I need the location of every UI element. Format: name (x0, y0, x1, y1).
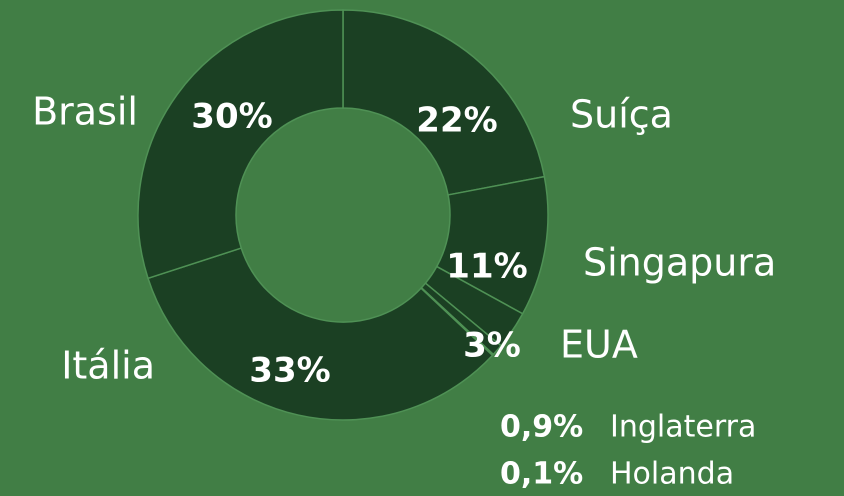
category-label: Suíça (570, 93, 673, 137)
category-label: Itália (61, 344, 155, 388)
slice (137, 9, 344, 280)
value-label: 11% (446, 247, 527, 287)
category-label: Brasil (32, 90, 138, 134)
value-label: 0,1% (500, 457, 583, 492)
category-label: Singapura (583, 241, 776, 285)
slice (342, 9, 546, 196)
category-label: Holanda (610, 457, 734, 492)
value-label: 22% (416, 101, 497, 141)
slice (147, 247, 494, 421)
value-label: 0,9% (500, 410, 583, 445)
category-label: EUA (560, 323, 638, 367)
value-label: 30% (191, 97, 272, 137)
category-label: Inglaterra (610, 410, 756, 445)
value-label: 3% (463, 326, 521, 366)
value-label: 33% (249, 351, 330, 391)
